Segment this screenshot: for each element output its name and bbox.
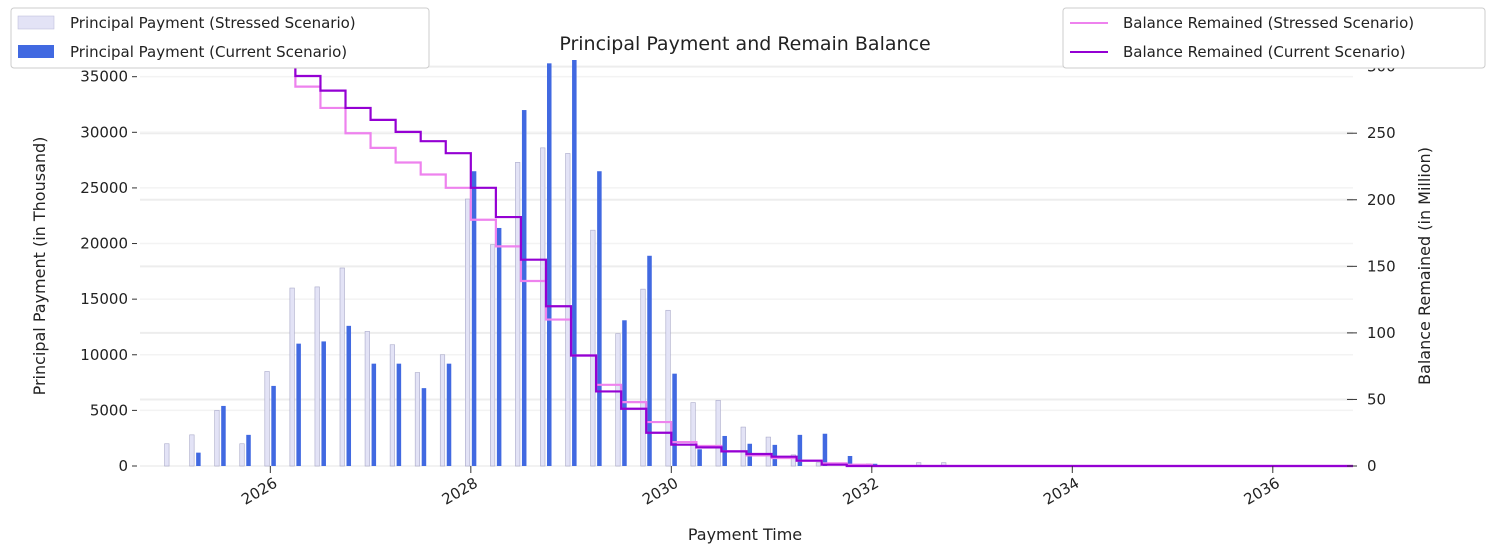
bar-current [572,60,577,466]
bar-stressed [490,244,496,467]
bar-current [521,110,527,466]
bar-stressed [414,372,420,467]
bar-current [196,452,201,466]
bar-current [396,363,402,466]
y-tick-label: 30000 [80,123,128,141]
bar-stressed [339,267,345,467]
bar-current [547,63,552,467]
bar-current [246,434,251,466]
bar-stressed [289,287,295,467]
x-axis-label: Payment Time [688,525,802,544]
bar-stressed [389,344,395,467]
legend-label-current-bar: Principal Payment (Current Scenario) [70,43,347,61]
bar-current [622,320,627,466]
y-tick-label: 10000 [80,346,128,364]
y2-tick-label: 200 [1367,191,1396,209]
bar-current [346,325,352,466]
y-tick-label: 5000 [90,401,128,419]
legend-swatch-stressed-bar [17,15,55,30]
bar-current [822,433,828,466]
y-axis-label: Principal Payment (in Thousand) [30,137,49,396]
x-tick-label: 2034 [1040,474,1082,509]
bar-stressed [765,436,771,467]
bar-stressed [364,331,370,467]
y-tick-label: 25000 [80,179,128,197]
bar-current [371,363,377,466]
bar-stressed [590,229,596,467]
x-tick-label: 2028 [439,474,481,509]
y2-axis-label: Balance Remained (in Million) [1415,147,1434,385]
bar-stressed [615,333,621,467]
y-tick-label: 20000 [80,235,128,253]
y2-tick-label: 250 [1367,124,1396,142]
legend-label-stressed-line: Balance Remained (Stressed Scenario) [1123,14,1414,32]
legend-label-stressed-bar: Principal Payment (Stressed Scenario) [70,14,356,32]
legend-left-frame [10,7,430,69]
bar-stressed [189,434,195,467]
y2-tick-label: 150 [1367,257,1396,275]
bar-stressed [815,462,821,467]
bar-current [647,255,652,466]
bar-stressed [740,426,746,467]
legend-label-current-line: Balance Remained (Current Scenario) [1123,43,1406,61]
bar-stressed [515,162,521,467]
bar-current [597,171,602,466]
bar-current [446,363,452,466]
y2-tick-label: 100 [1367,324,1396,342]
legend-left: Principal Payment (Stressed Scenario) Pr… [10,7,430,69]
bar-stressed [439,354,446,467]
bar-current [672,373,677,466]
y-tick-label: 15000 [80,290,128,308]
bar-stressed [640,288,646,467]
y-tick-label: 0 [118,457,128,475]
bar-stressed [239,443,245,467]
bar-stressed [264,371,270,467]
bar-stressed [690,402,696,467]
bar-current [496,227,502,466]
chart-title: Principal Payment and Remain Balance [559,33,930,55]
bar-current [847,455,853,466]
bar-current [697,449,702,466]
bar-current [296,343,301,466]
bar-current [471,171,477,466]
legend-swatch-current-bar [18,45,54,58]
y-tick-label: 35000 [80,68,128,86]
y2-tick-label: 50 [1367,390,1386,408]
x-tick-label: 2036 [1241,474,1283,509]
bar-current [797,434,803,466]
y2-tick-label: 0 [1367,457,1377,475]
bar-stressed [164,443,170,467]
bar-current [421,388,427,466]
bar-current [772,444,778,466]
axes: 0 5000 10000 15000 20000 25000 30000 35000 0 50 10… [80,58,1395,509]
x-tick-label: 2032 [840,474,882,509]
bars [164,60,947,467]
bar-current [271,385,276,466]
bar-stressed [715,400,721,467]
x-tick-label: 2030 [639,474,681,509]
bar-stressed [214,410,220,467]
bar-stressed [565,153,571,467]
legend-right: Balance Remained (Stressed Scenario) Bal… [1062,7,1486,69]
bar-current [872,463,878,466]
bar-stressed [314,286,320,467]
legend-right-frame [1062,7,1486,69]
bar-current [321,341,326,466]
bar-current [221,405,226,466]
bar-stressed [465,198,471,467]
bar-stressed [665,309,671,467]
x-tick-label: 2026 [238,474,280,509]
bar-stressed [540,147,546,467]
